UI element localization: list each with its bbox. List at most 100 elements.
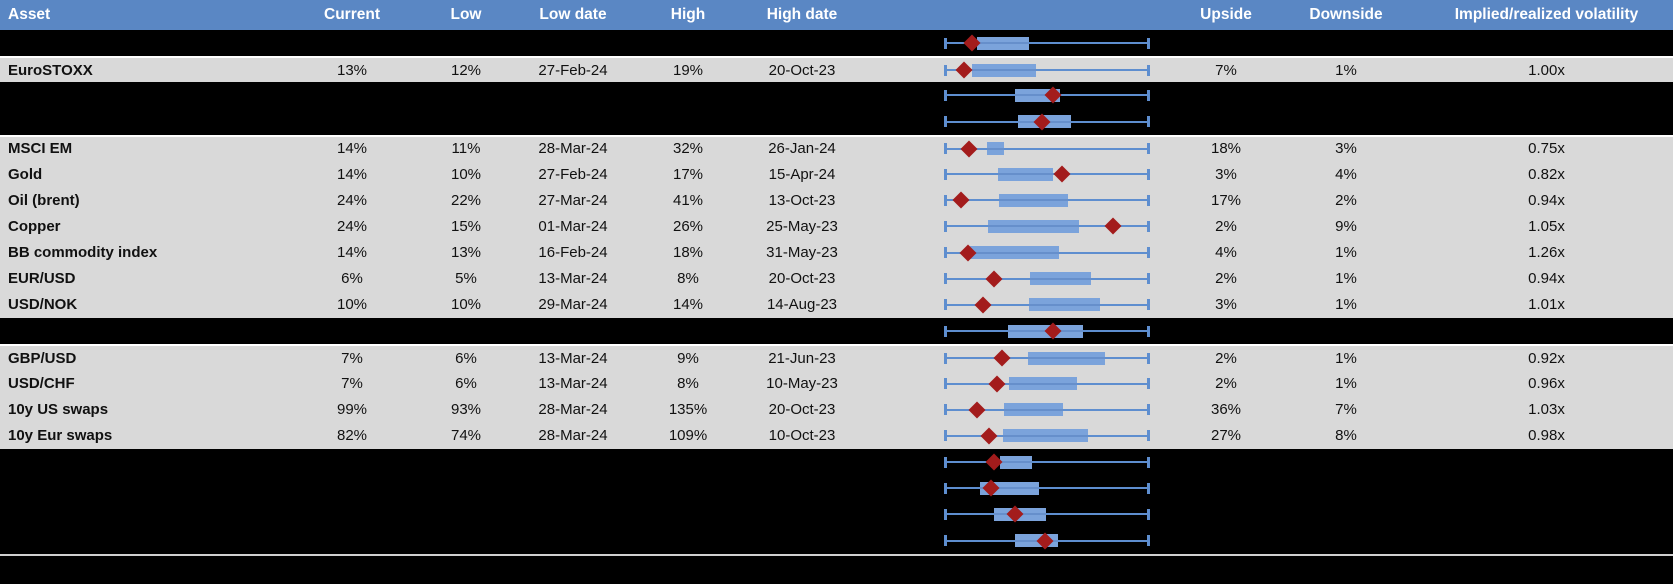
low-cell xyxy=(408,528,524,554)
asset-name-cell: 10y Eur swaps xyxy=(8,427,113,445)
boxplot xyxy=(943,423,1150,449)
table-row: BB commodity index 14% 13% 16-Feb-24 18% 31-M… xyxy=(0,239,1673,266)
whisker-left-cap xyxy=(943,535,947,547)
current-cell xyxy=(296,475,408,501)
column-header-low: Low xyxy=(450,6,482,23)
boxplot xyxy=(943,528,1150,554)
hidden-row xyxy=(0,501,1673,528)
upside-cell xyxy=(1180,318,1272,344)
whisker-left-cap xyxy=(943,482,947,494)
current-cell: 7% xyxy=(341,349,363,367)
current-level-marker xyxy=(1053,165,1071,183)
low-date-cell xyxy=(524,82,622,108)
current-cell xyxy=(296,528,408,554)
downside-cell: 8% xyxy=(1335,427,1357,445)
upside-cell xyxy=(1180,30,1272,56)
high-cell: 18% xyxy=(672,244,704,262)
asset-name-cell xyxy=(0,449,296,475)
impl-real-cell: 0.94x xyxy=(1528,191,1565,209)
downside-cell: 3% xyxy=(1335,140,1357,158)
range-box xyxy=(1029,272,1091,286)
high-cell xyxy=(622,475,754,501)
whisker-right-cap xyxy=(1146,273,1150,285)
upside-cell: 18% xyxy=(1210,140,1242,158)
high-date-cell xyxy=(754,82,850,108)
high-cell xyxy=(622,82,754,108)
low-date-cell xyxy=(524,528,622,554)
hidden-row xyxy=(0,449,1673,476)
high-date-cell: 31-May-23 xyxy=(766,244,838,262)
range-box xyxy=(972,63,1036,77)
downside-cell xyxy=(1272,82,1420,108)
column-header-implied-realized-volatility: Implied/realized volatility xyxy=(1454,6,1639,23)
downside-cell: 4% xyxy=(1335,165,1357,183)
current-cell: 14% xyxy=(336,140,368,158)
current-cell: 14% xyxy=(336,165,368,183)
current-cell: 82% xyxy=(336,427,368,445)
boxplot-cell xyxy=(850,266,1180,292)
whisker-line xyxy=(944,513,1149,516)
boxplot-cell xyxy=(850,449,1180,475)
whisker-left-cap xyxy=(943,89,947,101)
current-cell: 24% xyxy=(336,217,368,235)
downside-cell: 1% xyxy=(1335,270,1357,288)
whisker-left-cap xyxy=(943,64,947,76)
asset-name-cell: Oil (brent) xyxy=(8,191,80,209)
low-cell xyxy=(408,109,524,135)
table-row: GBP/USD 7% 6% 13-Mar-24 9% 21-Jun-23 2% 1% 0.92x xyxy=(0,344,1673,371)
high-cell: 32% xyxy=(672,140,704,158)
asset-name-cell: EuroSTOXX xyxy=(8,61,93,79)
impl-real-cell: 1.03x xyxy=(1528,401,1565,419)
high-date-cell xyxy=(754,475,850,501)
upside-cell: 4% xyxy=(1215,244,1237,262)
impl-real-cell: 1.26x xyxy=(1528,244,1565,262)
table-row: EuroSTOXX 13% 12% 27-Feb-24 19% 20-Oct-23 7% 1%… xyxy=(0,56,1673,83)
asset-name-cell: BB commodity index xyxy=(8,244,158,262)
boxplot-cell xyxy=(850,30,1180,56)
current-cell xyxy=(296,449,408,475)
asset-name-cell: GBP/USD xyxy=(8,349,77,367)
current-cell: 24% xyxy=(336,191,368,209)
whisker-right-cap xyxy=(1146,535,1150,547)
low-date-cell xyxy=(524,318,622,344)
downside-cell: 1% xyxy=(1335,349,1357,367)
current-level-marker xyxy=(1104,217,1122,235)
impl-real-cell xyxy=(1420,30,1673,56)
current-cell: 6% xyxy=(341,270,363,288)
boxplot xyxy=(943,161,1150,187)
asset-name-cell: USD/CHF xyxy=(8,375,75,393)
high-date-cell: 26-Jan-24 xyxy=(768,140,836,158)
whisker-right-cap xyxy=(1146,430,1150,442)
asset-name-cell: Copper xyxy=(8,217,61,235)
whisker-right-cap xyxy=(1146,168,1150,180)
low-cell: 10% xyxy=(450,165,482,183)
downside-cell: 1% xyxy=(1335,61,1357,79)
high-date-cell xyxy=(754,30,850,56)
range-box xyxy=(986,142,1005,156)
range-box xyxy=(988,219,1080,233)
current-cell xyxy=(296,109,408,135)
boxplot xyxy=(943,109,1150,135)
boxplot-cell xyxy=(850,397,1180,423)
column-header-high: High xyxy=(670,6,706,23)
downside-cell xyxy=(1272,30,1420,56)
whisker-line xyxy=(944,487,1149,490)
boxplot-cell xyxy=(850,528,1180,554)
boxplot-cell xyxy=(850,318,1180,344)
low-date-cell xyxy=(524,109,622,135)
downside-cell xyxy=(1272,501,1420,527)
low-cell xyxy=(408,318,524,344)
boxplot-cell xyxy=(850,240,1180,266)
high-cell: 17% xyxy=(672,165,704,183)
impl-real-cell xyxy=(1420,449,1673,475)
high-cell: 19% xyxy=(672,61,704,79)
whisker-right-cap xyxy=(1146,456,1150,468)
range-box xyxy=(1004,403,1064,417)
boxplot xyxy=(943,266,1150,292)
whisker-left-cap xyxy=(943,168,947,180)
downside-cell xyxy=(1272,528,1420,554)
high-date-cell: 20-Oct-23 xyxy=(768,61,836,79)
whisker-right-cap xyxy=(1146,194,1150,206)
asset-name-cell xyxy=(0,30,296,56)
boxplot xyxy=(943,58,1150,82)
